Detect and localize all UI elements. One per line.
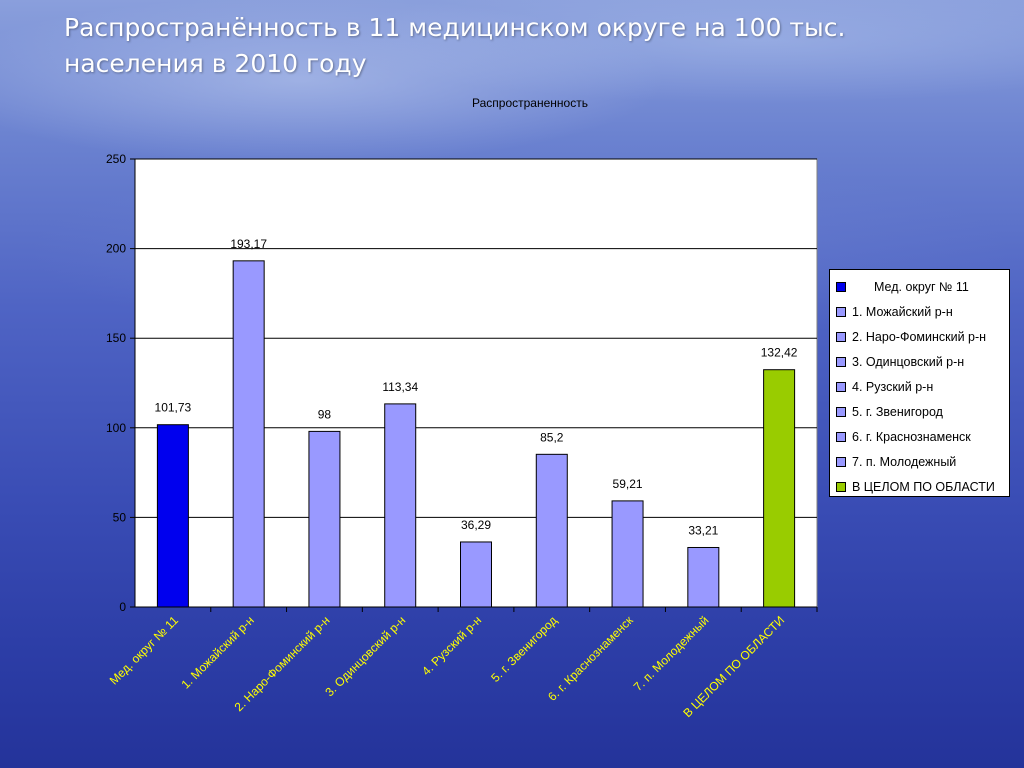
data-label: 113,34 bbox=[382, 380, 418, 394]
chart-title: Распространенность bbox=[472, 96, 588, 110]
legend-label: 3. Одинцовский р-н bbox=[852, 354, 965, 369]
legend-swatch bbox=[836, 431, 846, 442]
legend-label: 2. Наро-Фоминский р-н bbox=[852, 329, 987, 344]
legend-label: 4. Рузский р-н bbox=[852, 379, 934, 394]
data-label: 33,21 bbox=[688, 523, 718, 537]
data-label: 85,2 bbox=[540, 430, 564, 444]
legend-swatch bbox=[836, 481, 846, 492]
legend-item: 5. г. Звенигород bbox=[830, 399, 1009, 424]
legend-item: Мед. округ № 11 bbox=[830, 274, 1009, 299]
data-label: 59,21 bbox=[613, 477, 643, 491]
y-tick-label: 0 bbox=[119, 600, 126, 614]
legend-item: 3. Одинцовский р-н bbox=[830, 349, 1009, 374]
legend-swatch bbox=[836, 331, 846, 342]
legend-label: Мед. округ № 11 bbox=[874, 279, 969, 294]
slide-title: Распространённость в 11 медицинском окру… bbox=[64, 10, 964, 82]
x-tick-label: 7. п. Молодежный bbox=[631, 613, 712, 694]
legend-item: В ЦЕЛОМ ПО ОБЛАСТИ bbox=[830, 474, 1009, 499]
x-tick-label: 6. г. Краснознаменск bbox=[545, 613, 636, 704]
x-tick-label: 4. Рузский р-н bbox=[419, 613, 484, 678]
bar bbox=[460, 541, 492, 608]
bar bbox=[687, 546, 720, 608]
bar bbox=[232, 260, 265, 608]
slide-title-line2: населения в 2010 году bbox=[64, 49, 367, 78]
y-tick-label: 100 bbox=[106, 421, 126, 435]
data-label: 101,73 bbox=[155, 401, 192, 415]
legend-swatch bbox=[836, 381, 846, 392]
y-tick-label: 200 bbox=[106, 242, 126, 256]
bar bbox=[535, 453, 568, 608]
legend-item: 7. п. Молодежный bbox=[830, 449, 1009, 474]
bar bbox=[308, 430, 341, 608]
legend-swatch bbox=[836, 281, 846, 292]
bar bbox=[763, 369, 796, 608]
legend-item: 1. Можайский р-н bbox=[830, 299, 1009, 324]
legend-label: 1. Можайский р-н bbox=[852, 304, 953, 319]
legend-swatch bbox=[836, 306, 846, 317]
data-label: 98 bbox=[318, 407, 332, 421]
x-tick-label: 1. Можайский р-н bbox=[179, 613, 257, 691]
legend-label: 7. п. Молодежный bbox=[852, 454, 957, 469]
bar bbox=[611, 500, 644, 608]
x-tick-label: 5. г. Звенигород bbox=[488, 613, 560, 685]
legend-item: 6. г. Краснознаменск bbox=[830, 424, 1009, 449]
legend-swatch bbox=[836, 356, 846, 367]
y-tick-label: 250 bbox=[106, 152, 126, 166]
legend-item: 2. Наро-Фоминский р-н bbox=[830, 324, 1009, 349]
legend-label: 6. г. Краснознаменск bbox=[852, 429, 971, 444]
x-tick-label: 3. Одинцовский р-н bbox=[322, 613, 408, 699]
data-label: 193,17 bbox=[230, 237, 267, 251]
chart-legend: Мед. округ № 11 1. Можайский р-н 2. Наро-Ф… bbox=[829, 269, 1010, 497]
slide-title-line1: Распространённость в 11 медицинском окру… bbox=[64, 13, 846, 42]
legend-item: 4. Рузский р-н bbox=[830, 374, 1009, 399]
legend-swatch bbox=[836, 456, 846, 467]
bar bbox=[384, 403, 417, 608]
legend-label: 5. г. Звенигород bbox=[852, 404, 943, 419]
legend-label: В ЦЕЛОМ ПО ОБЛАСТИ bbox=[852, 479, 995, 494]
y-tick-label: 150 bbox=[106, 331, 126, 345]
bar bbox=[156, 424, 189, 608]
data-label: 132,42 bbox=[761, 346, 798, 360]
y-tick-label: 50 bbox=[113, 510, 127, 524]
legend-swatch bbox=[836, 406, 846, 417]
data-label: 36,29 bbox=[461, 518, 491, 532]
x-tick-label: Мед. округ № 11 bbox=[107, 613, 182, 688]
